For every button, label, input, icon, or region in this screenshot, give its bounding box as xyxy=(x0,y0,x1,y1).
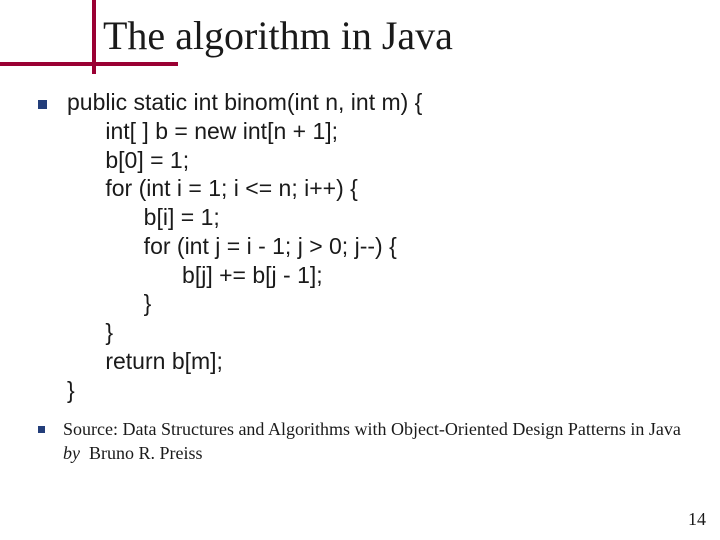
accent-hbar xyxy=(0,62,178,66)
source-citation: Source: Data Structures and Algorithms w… xyxy=(63,418,698,465)
code-line: return b[m]; xyxy=(67,348,223,374)
source-text: Source: Data Structures and Algorithms w… xyxy=(63,419,681,439)
code-line: } xyxy=(67,377,75,403)
slide-title: The algorithm in Java xyxy=(103,12,453,59)
source-by: by xyxy=(63,443,80,463)
code-line: } xyxy=(67,319,113,345)
slide: The algorithm in Java public static int … xyxy=(0,0,720,540)
slide-content: public static int binom(int n, int m) { … xyxy=(38,88,698,465)
code-line: b[j] += b[j - 1]; xyxy=(67,262,323,288)
code-line: b[0] = 1; xyxy=(67,147,189,173)
source-author: Bruno R. Preiss xyxy=(89,443,203,463)
code-line: b[i] = 1; xyxy=(67,204,220,230)
code-block: public static int binom(int n, int m) { … xyxy=(67,88,422,404)
code-line: public static int binom(int n, int m) { xyxy=(67,89,422,115)
bullet-icon xyxy=(38,100,47,109)
source-bullet-row: Source: Data Structures and Algorithms w… xyxy=(38,418,698,465)
code-line: int[ ] b = new int[n + 1]; xyxy=(67,118,338,144)
bullet-icon xyxy=(38,426,45,433)
code-line: } xyxy=(67,290,151,316)
page-number: 14 xyxy=(688,509,706,530)
accent-vbar xyxy=(92,0,96,74)
code-line: for (int i = 1; i <= n; i++) { xyxy=(67,175,358,201)
code-bullet-row: public static int binom(int n, int m) { … xyxy=(38,88,698,404)
code-line: for (int j = i - 1; j > 0; j--) { xyxy=(67,233,397,259)
